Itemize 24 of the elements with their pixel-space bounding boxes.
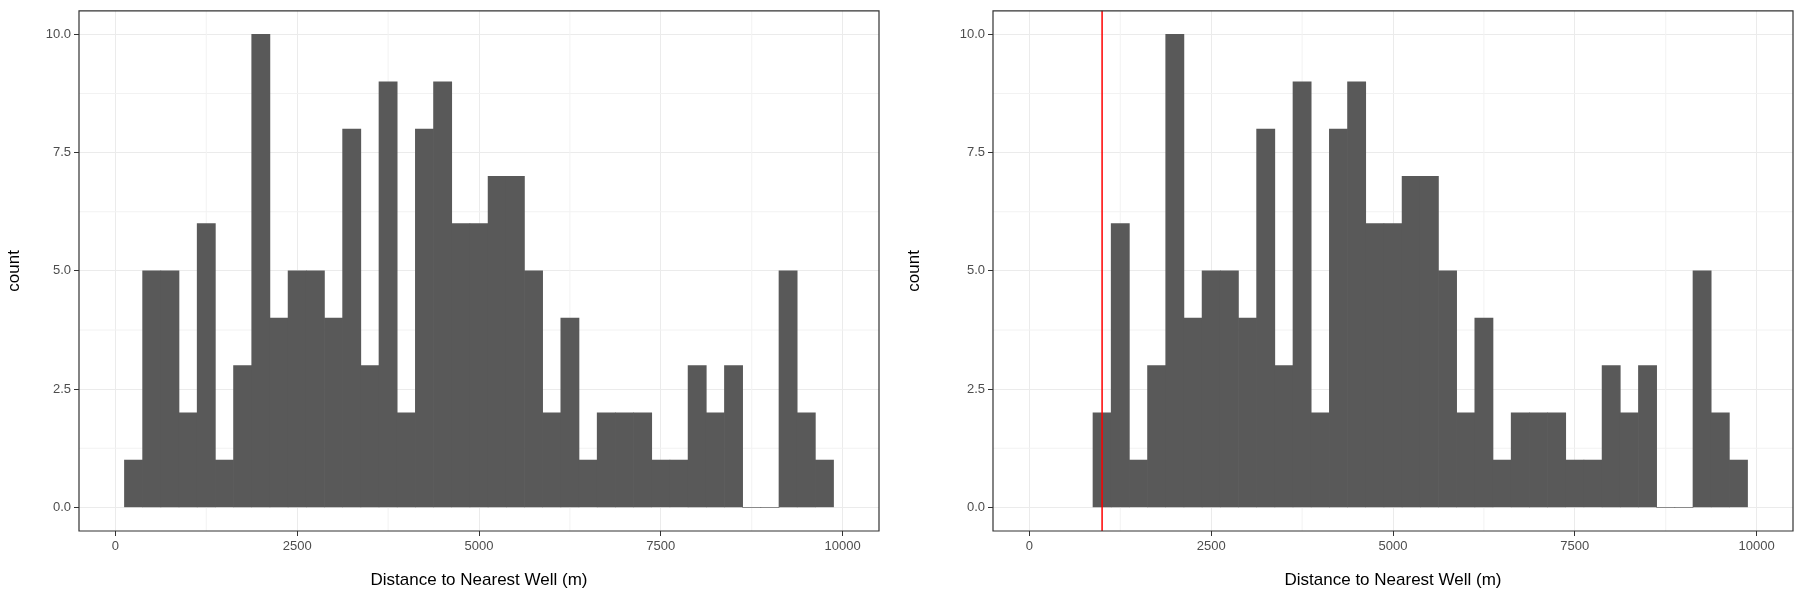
y-tick-label: 10.0 xyxy=(959,26,985,42)
y-tick-label: 5.0 xyxy=(966,262,985,278)
x-axis-title: Distance to Nearest Well (m) xyxy=(1284,570,1502,590)
x-tick-label: 2500 xyxy=(282,538,312,554)
y-tick-label: 2.5 xyxy=(966,380,985,396)
x-tick-label: 5000 xyxy=(1378,538,1408,554)
y-axis-title: count xyxy=(3,249,23,292)
x-tick-label: 7500 xyxy=(646,538,676,554)
y-tick-label: 2.5 xyxy=(52,380,71,396)
y-tick-label: 0.0 xyxy=(966,498,985,514)
y-tick-label: 10.0 xyxy=(45,26,71,42)
y-tick-label: 7.5 xyxy=(52,144,71,160)
x-tick-label: 7500 xyxy=(1560,538,1590,554)
y-tick-label: 0.0 xyxy=(52,498,71,514)
x-tick-label: 2500 xyxy=(1196,538,1226,554)
x-tick-label: 0 xyxy=(1025,538,1033,554)
x-tick-label: 0 xyxy=(111,538,119,554)
y-axis-title: count xyxy=(903,249,923,292)
x-axis-title: Distance to Nearest Well (m) xyxy=(370,570,588,590)
x-tick-label: 10000 xyxy=(1738,538,1775,554)
x-tick-label: 10000 xyxy=(824,538,861,554)
y-tick-label: 7.5 xyxy=(966,144,985,160)
y-tick-label: 5.0 xyxy=(52,262,71,278)
x-tick-label: 5000 xyxy=(464,538,494,554)
